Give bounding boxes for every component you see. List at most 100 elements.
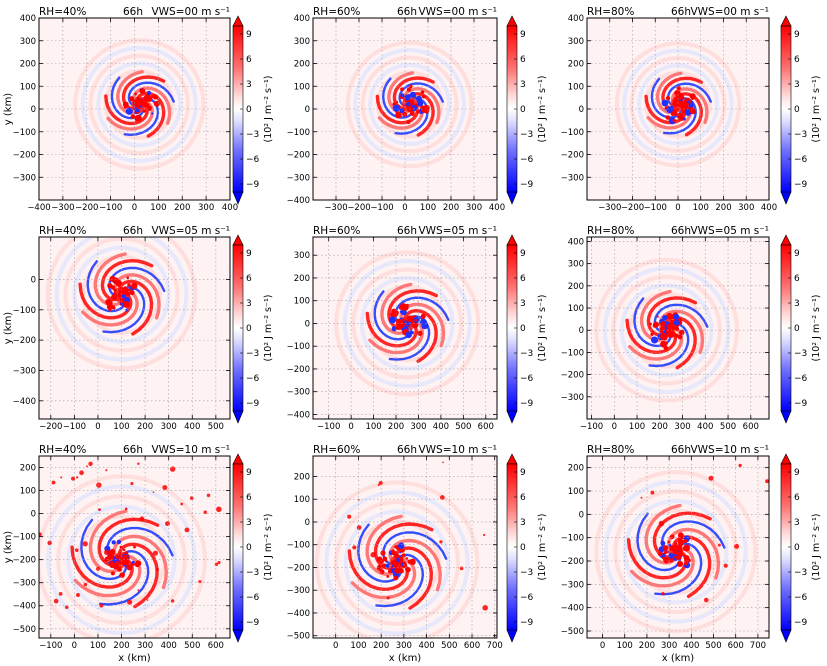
- convective-cell: [51, 480, 56, 485]
- colorbar-extend-bottom: [506, 410, 518, 424]
- spiral-band: [670, 87, 709, 124]
- x-tick-label: 300: [137, 641, 153, 651]
- core-cell: [683, 544, 691, 552]
- colorbar-tick-label: −3: [794, 568, 807, 578]
- spiral-band: [650, 77, 683, 119]
- y-tick-label: −200: [13, 151, 36, 161]
- y-tick-label: 200: [294, 274, 310, 284]
- panel-rh-label: RH=80%: [587, 6, 634, 18]
- core-cell: [673, 313, 680, 320]
- core-cell: [676, 85, 681, 91]
- y-tick-label: −300: [561, 173, 584, 183]
- colorbar-label: (10² J m⁻² s⁻¹): [263, 294, 274, 361]
- panel-vws-label: VWS=00 m s⁻¹: [151, 6, 230, 18]
- core-cell: [666, 323, 671, 329]
- y-tick-label: −500: [561, 627, 584, 637]
- panel-rh-label: RH=40%: [39, 6, 86, 18]
- axes-frame: [38, 455, 231, 639]
- core-cell: [672, 118, 676, 123]
- core-cell: [398, 542, 405, 549]
- core-cell: [109, 563, 115, 569]
- core-cell: [405, 557, 409, 560]
- colorbar-tick-label: −9: [246, 399, 260, 409]
- spiral-band: [357, 523, 403, 583]
- panel-rh-label: RH=40%: [39, 225, 86, 237]
- colorbar-tick-label: 6: [246, 493, 252, 503]
- core-cell: [405, 566, 411, 573]
- x-tick-label: 300: [410, 422, 426, 432]
- colorbar-tick-label: −3: [520, 568, 533, 578]
- panel-vws-label: VWS=00 m s⁻¹: [418, 6, 497, 18]
- convective-cell: [356, 525, 362, 530]
- colorbar-label: (10² J m⁻² s⁻¹): [537, 513, 548, 580]
- colorbar-tick-label: 6: [520, 274, 526, 284]
- spiral-band: [78, 282, 133, 320]
- y-tick-label: −200: [561, 371, 584, 381]
- x-axis-label: x (km): [389, 653, 422, 664]
- colorbar-extend-bottom: [232, 410, 244, 424]
- spiral-band: [398, 82, 444, 107]
- colorbar: 9 6 3 0 −3 −6 −9 (10² J m⁻² s⁻¹): [232, 15, 274, 205]
- core-cell: [110, 571, 115, 576]
- colorbar-tick-label: 0: [520, 543, 526, 553]
- core-cell: [679, 329, 685, 336]
- convective-cell: [75, 592, 80, 597]
- colorbar-tick-label: 9: [520, 30, 526, 40]
- spiral-band: [113, 273, 161, 320]
- outer-ring: [45, 237, 198, 371]
- colorbar-tick-label: −3: [794, 130, 807, 140]
- colorbar-tick-label: 9: [520, 249, 526, 259]
- core-cell: [666, 312, 673, 320]
- core-cell: [399, 310, 403, 314]
- outer-ring: [314, 480, 480, 638]
- y-tick-label: −300: [287, 173, 310, 183]
- panel-rh-label: RH=80%: [587, 444, 634, 456]
- colorbar-extend-bottom: [506, 191, 518, 205]
- colorbar-extend-top: [506, 234, 518, 246]
- panel-vws-label: VWS=10 m s⁻¹: [151, 444, 230, 456]
- y-tick-label: −400: [287, 609, 310, 619]
- colorbar: 9 6 3 0 −3 −6 −9 (10² J m⁻² s⁻¹): [780, 15, 822, 205]
- core-cell: [384, 559, 388, 562]
- colorbar-tick-label: 0: [794, 324, 800, 334]
- x-tick-label: 100: [420, 203, 436, 213]
- x-tick-label: −100: [99, 203, 122, 213]
- convective-cell: [765, 479, 769, 484]
- y-tick-label: 400: [568, 14, 584, 24]
- colorbar-tick-label: 6: [520, 493, 526, 503]
- x-tick-label: 200: [715, 203, 731, 213]
- y-tick-label: 0: [31, 105, 36, 115]
- x-tick-label: 100: [617, 641, 633, 651]
- core-cell: [130, 114, 136, 120]
- core-cell: [379, 559, 384, 564]
- core-cell: [111, 540, 116, 545]
- panel-time-label: 66h: [123, 225, 143, 237]
- core-cell: [106, 303, 114, 311]
- spiral-band: [102, 285, 146, 334]
- colorbar-tick-label: −9: [794, 180, 808, 190]
- x-tick-label: −300: [598, 203, 621, 213]
- colorbar-extend-bottom: [780, 410, 792, 424]
- panel-vws-label: VWS=00 m s⁻¹: [690, 6, 769, 18]
- spiral-band: [654, 542, 703, 596]
- y-axis-label: y (km): [3, 531, 14, 564]
- panel-vws-label: VWS=05 m s⁻¹: [690, 225, 769, 237]
- panel-2-3: −100 0 100 200 300 400 500 600 400 300 200 100 0 −100…: [561, 225, 822, 432]
- convective-cell: [105, 469, 108, 472]
- convective-cell: [738, 463, 742, 468]
- colorbar-tick-label: −9: [246, 618, 260, 628]
- core-cell: [395, 101, 399, 104]
- panel-time-label: 66h: [123, 444, 143, 456]
- panel-1-1: −400 −300 −200 −100 0 100 200 300 40040030020010…: [3, 6, 274, 213]
- colorbar-tick-label: 9: [520, 468, 526, 478]
- convective-cell: [386, 596, 390, 600]
- spiral-band: [117, 542, 159, 609]
- core-cell: [379, 569, 385, 575]
- core-cell: [406, 315, 414, 322]
- x-tick-label: 100: [693, 203, 709, 213]
- x-tick-label: −300: [324, 203, 347, 213]
- convective-cell: [703, 597, 709, 603]
- spiral-band: [73, 554, 142, 598]
- colorbar: 9 6 3 0 −3 −6 −9 (10² J m⁻² s⁻¹): [780, 453, 822, 643]
- colorbar-tick-label: 3: [246, 80, 252, 90]
